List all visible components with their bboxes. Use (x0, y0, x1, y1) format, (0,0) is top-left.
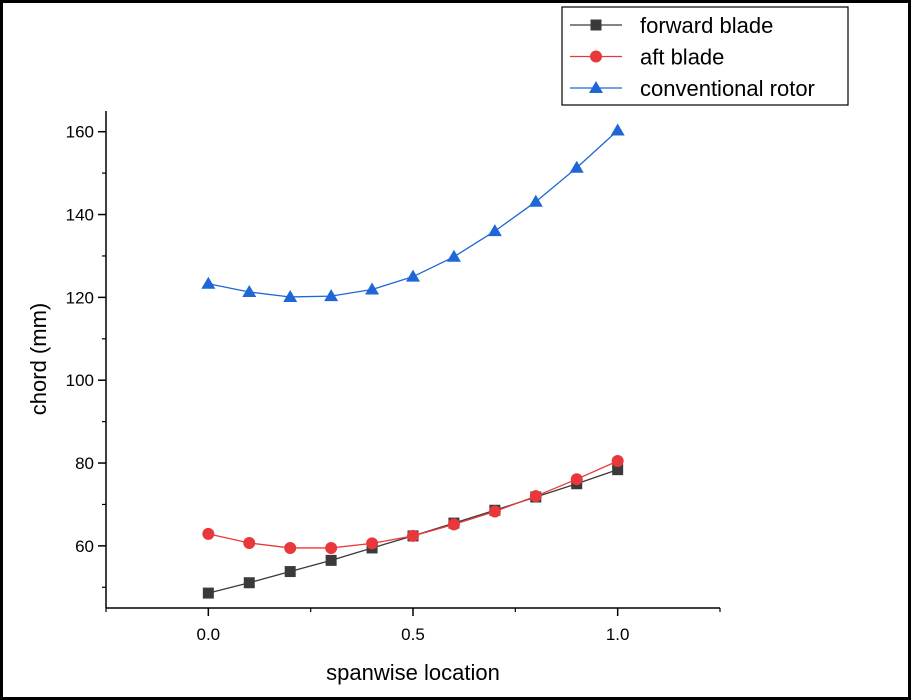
legend-label-forward-blade: forward blade (640, 13, 773, 38)
legend-label-conventional-rotor: conventional rotor (640, 76, 815, 101)
data-point-aft-blade (488, 505, 501, 518)
data-point-aft-blade (611, 454, 624, 467)
data-point-aft-blade (243, 536, 256, 549)
y-tick-label: 120 (66, 288, 94, 307)
y-tick-label: 100 (66, 371, 94, 390)
data-point-forward-blade (612, 464, 624, 476)
data-point-conventional-rotor (242, 284, 257, 297)
data-point-aft-blade (447, 518, 460, 531)
data-point-aft-blade (407, 529, 419, 542)
series-layer (201, 123, 625, 599)
data-point-forward-blade (243, 577, 255, 589)
x-axis-label: spanwise location (326, 660, 500, 685)
data-point-conventional-rotor (528, 194, 543, 207)
data-point-aft-blade (284, 541, 297, 554)
data-point-conventional-rotor (446, 249, 461, 262)
series-conventional-rotor (201, 123, 625, 302)
x-tick-label: 1.0 (606, 625, 630, 644)
data-point-conventional-rotor (610, 123, 625, 136)
data-point-forward-blade (202, 587, 214, 599)
ticks: 60 80 100 120 140 160 0.0 0.5 1.0 (66, 123, 721, 644)
data-point-aft-blade (366, 537, 379, 550)
y-tick-label: 80 (75, 454, 94, 473)
data-point-conventional-rotor (569, 160, 584, 173)
data-point-conventional-rotor (201, 276, 216, 289)
y-tick-label: 60 (75, 537, 94, 556)
y-tick-label: 160 (66, 123, 94, 142)
legend-marker-conventional-rotor (589, 81, 603, 93)
data-point-aft-blade (529, 490, 542, 503)
data-point-conventional-rotor (487, 224, 502, 237)
data-point-aft-blade (202, 527, 215, 540)
data-point-aft-blade (570, 473, 583, 486)
legend-label-aft-blade: aft blade (640, 45, 724, 70)
data-point-forward-blade (325, 554, 337, 566)
data-point-conventional-rotor (406, 269, 420, 282)
x-tick-label: 0.0 (197, 625, 221, 644)
series-aft-blade (202, 454, 624, 554)
data-point-conventional-rotor (324, 289, 339, 302)
legend-marker-forward-blade (590, 19, 602, 31)
x-tick-label: 0.5 (401, 625, 425, 644)
data-point-forward-blade (284, 566, 296, 578)
y-axis-label: chord (mm) (26, 303, 51, 415)
data-point-conventional-rotor (283, 289, 298, 302)
data-point-conventional-rotor (365, 282, 380, 295)
y-tick-label: 140 (66, 206, 94, 225)
data-point-aft-blade (325, 541, 338, 554)
legend: forward blade aft blade conventional rotor (561, 6, 849, 106)
legend-marker-aft-blade (590, 50, 602, 63)
